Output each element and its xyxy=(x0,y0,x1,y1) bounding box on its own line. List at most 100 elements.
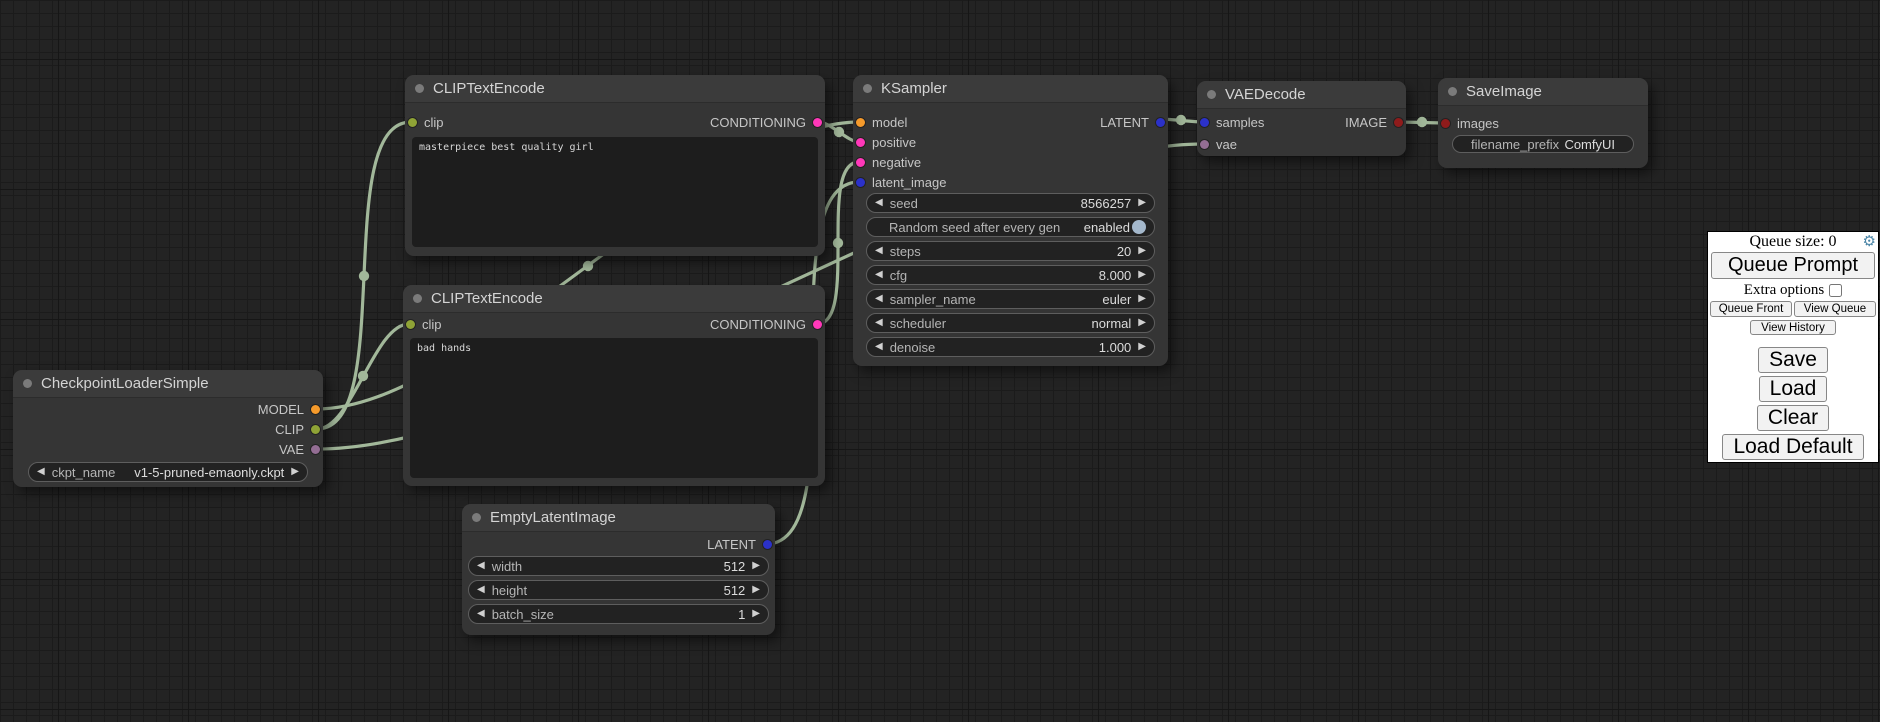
increment-arrow-icon[interactable]: ▶ xyxy=(752,560,760,571)
clear-button[interactable]: Clear xyxy=(1756,405,1830,431)
images-input-slot[interactable] xyxy=(1441,118,1450,128)
input-label: samples xyxy=(1216,114,1265,130)
output-label: MODEL xyxy=(257,401,304,417)
increment-arrow-icon[interactable]: ▶ xyxy=(1138,245,1146,256)
widget-value: v1-5-pruned-emaonly.ckpt xyxy=(134,464,285,480)
decrement-arrow-icon[interactable]: ◀ xyxy=(875,269,883,280)
queue-size-label: Queue size: 0 xyxy=(1749,232,1837,250)
widget-label: ckpt_name xyxy=(51,464,116,480)
node-checkpoint-loader[interactable]: CheckpointLoaderSimple MODEL CLIP VAE ◀ … xyxy=(13,370,323,487)
denoise-widget[interactable]: ◀ denoise 1.000 ▶ xyxy=(866,337,1155,357)
node-empty-latent-image[interactable]: EmptyLatentImage LATENT ◀ width 512 ▶ ◀ … xyxy=(462,504,775,635)
batch-size-widget[interactable]: ◀ batch_size 1 ▶ xyxy=(468,604,769,624)
height-widget[interactable]: ◀ height 512 ▶ xyxy=(468,580,769,600)
seed-widget[interactable]: ◀ seed 8566257 ▶ xyxy=(866,193,1155,213)
positive-prompt-textarea[interactable]: masterpiece best quality girl xyxy=(412,137,818,247)
node-save-image[interactable]: SaveImage images filename_prefix ComfyUI xyxy=(1438,78,1648,168)
increment-arrow-icon[interactable]: ▶ xyxy=(1138,197,1146,208)
prev-arrow-icon[interactable]: ◀ xyxy=(37,466,45,477)
latent-image-input-slot[interactable] xyxy=(856,177,865,187)
collapse-dot-icon[interactable] xyxy=(472,513,481,522)
decrement-arrow-icon[interactable]: ◀ xyxy=(875,317,883,328)
model-output-slot[interactable] xyxy=(311,404,320,414)
node-title: SaveImage xyxy=(1466,83,1542,100)
input-label: negative xyxy=(872,154,922,170)
increment-arrow-icon[interactable]: ▶ xyxy=(1138,317,1146,328)
conditioning-output-slot[interactable] xyxy=(813,117,822,127)
load-button[interactable]: Load xyxy=(1758,376,1828,402)
node-title-bar[interactable]: CLIPTextEncode xyxy=(403,285,825,313)
node-clip-text-encode-negative[interactable]: CLIPTextEncode clip CONDITIONING bad han… xyxy=(403,285,825,486)
collapse-dot-icon[interactable] xyxy=(1448,87,1457,96)
view-queue-button[interactable]: View Queue xyxy=(1794,301,1876,317)
view-history-button[interactable]: View History xyxy=(1750,320,1836,335)
collapse-dot-icon[interactable] xyxy=(1207,90,1216,99)
collapse-dot-icon[interactable] xyxy=(23,379,32,388)
node-title-bar[interactable]: VAEDecode xyxy=(1197,81,1406,109)
increment-arrow-icon[interactable]: ▶ xyxy=(752,584,760,595)
settings-gear-icon[interactable]: ⚙ xyxy=(1862,232,1876,250)
link-midpoint-dot xyxy=(832,237,844,249)
increment-arrow-icon[interactable]: ▶ xyxy=(1138,293,1146,304)
clip-input-slot[interactable] xyxy=(408,117,417,127)
link-midpoint-dot xyxy=(1175,114,1187,126)
latent-output-slot[interactable] xyxy=(1156,117,1165,127)
model-input-slot[interactable] xyxy=(856,117,865,127)
node-vae-decode[interactable]: VAEDecode samples IMAGE vae xyxy=(1197,81,1406,156)
clip-input-slot[interactable] xyxy=(406,319,415,329)
negative-prompt-textarea[interactable]: bad hands xyxy=(410,338,818,478)
decrement-arrow-icon[interactable]: ◀ xyxy=(875,245,883,256)
latent-output-slot[interactable] xyxy=(763,539,772,549)
load-default-button[interactable]: Load Default xyxy=(1722,434,1864,460)
increment-arrow-icon[interactable]: ▶ xyxy=(752,608,760,619)
decrement-arrow-icon[interactable]: ◀ xyxy=(477,560,485,571)
output-label: LATENT xyxy=(1100,114,1149,130)
node-clip-text-encode-positive[interactable]: CLIPTextEncode clip CONDITIONING masterp… xyxy=(405,75,825,256)
node-title-bar[interactable]: EmptyLatentImage xyxy=(462,504,775,532)
node-title-bar[interactable]: CLIPTextEncode xyxy=(405,75,825,103)
increment-arrow-icon[interactable]: ▶ xyxy=(1138,341,1146,352)
node-ksampler[interactable]: KSampler model LATENT positive negative … xyxy=(853,75,1168,366)
ckpt-name-widget[interactable]: ◀ ckpt_name v1-5-pruned-emaonly.ckpt ▶ xyxy=(28,462,308,482)
next-arrow-icon[interactable]: ▶ xyxy=(291,466,299,477)
decrement-arrow-icon[interactable]: ◀ xyxy=(875,341,883,352)
random-seed-toggle-widget[interactable]: Random seed after every gen enabled xyxy=(866,217,1155,237)
node-title-bar[interactable]: CheckpointLoaderSimple xyxy=(13,370,323,398)
input-label: positive xyxy=(872,134,917,150)
input-label: latent_image xyxy=(872,174,947,190)
toggle-dot-icon[interactable] xyxy=(1132,220,1146,234)
node-title-bar[interactable]: SaveImage xyxy=(1438,78,1648,106)
samples-input-slot[interactable] xyxy=(1200,117,1209,127)
save-button[interactable]: Save xyxy=(1758,347,1828,373)
collapse-dot-icon[interactable] xyxy=(863,84,872,93)
conditioning-output-slot[interactable] xyxy=(813,319,822,329)
decrement-arrow-icon[interactable]: ◀ xyxy=(477,608,485,619)
vae-output-slot[interactable] xyxy=(311,444,320,454)
sampler-name-widget[interactable]: ◀ sampler_name euler ▶ xyxy=(866,289,1155,309)
vae-input-slot[interactable] xyxy=(1200,139,1209,149)
decrement-arrow-icon[interactable]: ◀ xyxy=(875,293,883,304)
extra-options-checkbox[interactable] xyxy=(1829,283,1843,297)
node-title: EmptyLatentImage xyxy=(490,509,616,526)
collapse-dot-icon[interactable] xyxy=(415,84,424,93)
node-title-bar[interactable]: KSampler xyxy=(853,75,1168,103)
clip-output-slot[interactable] xyxy=(311,424,320,434)
increment-arrow-icon[interactable]: ▶ xyxy=(1138,269,1146,280)
output-label: CLIP xyxy=(275,421,304,437)
negative-input-slot[interactable] xyxy=(856,157,865,167)
decrement-arrow-icon[interactable]: ◀ xyxy=(875,197,883,208)
queue-front-button[interactable]: Queue Front xyxy=(1710,301,1792,317)
node-title: KSampler xyxy=(881,80,947,97)
queue-prompt-button[interactable]: Queue Prompt xyxy=(1711,252,1875,279)
steps-widget[interactable]: ◀ steps 20 ▶ xyxy=(866,241,1155,261)
cfg-widget[interactable]: ◀ cfg 8.000 ▶ xyxy=(866,265,1155,285)
output-label: VAE xyxy=(278,441,304,457)
decrement-arrow-icon[interactable]: ◀ xyxy=(477,584,485,595)
image-output-slot[interactable] xyxy=(1394,117,1403,127)
width-widget[interactable]: ◀ width 512 ▶ xyxy=(468,556,769,576)
scheduler-widget[interactable]: ◀ scheduler normal ▶ xyxy=(866,313,1155,333)
positive-input-slot[interactable] xyxy=(856,137,865,147)
collapse-dot-icon[interactable] xyxy=(413,294,422,303)
filename-prefix-widget[interactable]: filename_prefix ComfyUI xyxy=(1452,135,1634,153)
